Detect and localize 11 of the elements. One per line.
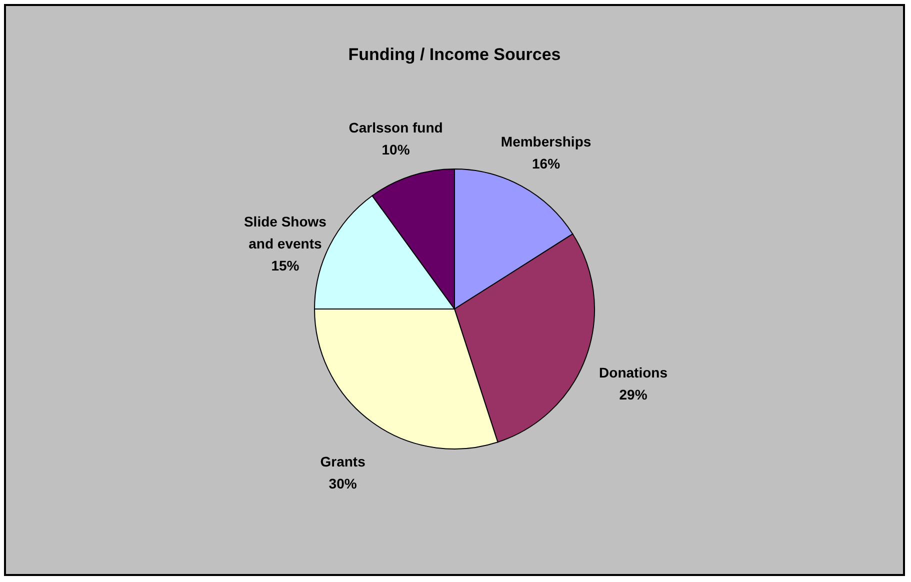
slice-label: Carlsson fund	[348, 119, 443, 136]
data-label: 15%	[271, 258, 300, 274]
data-label: 29%	[619, 386, 648, 402]
slice-label: Donations	[599, 364, 668, 380]
slice-label: Grants	[320, 454, 366, 470]
data-label: 10%	[382, 141, 410, 158]
data-label: 30%	[328, 476, 358, 492]
slice-label: Slide Shows and events	[244, 214, 327, 252]
slice-label: Memberships	[500, 134, 592, 150]
data-label: 16%	[532, 156, 561, 172]
chart-title: Funding / Income Sources	[348, 45, 561, 64]
